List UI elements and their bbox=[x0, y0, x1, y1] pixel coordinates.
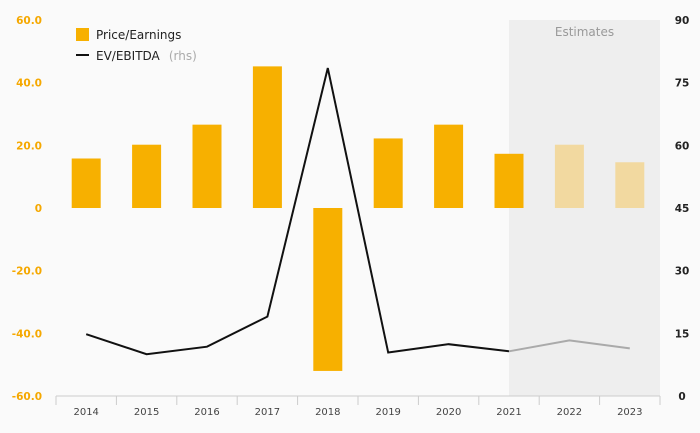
y-right-tick-label: 15 bbox=[675, 328, 690, 340]
bar-series bbox=[71, 66, 645, 371]
y-right-tick-label: 75 bbox=[675, 78, 690, 90]
y-right-tick-label: 60 bbox=[675, 140, 690, 152]
bar-2021 bbox=[494, 153, 524, 208]
y-right-tick-label: 90 bbox=[675, 15, 690, 27]
x-tick-label-2014: 2014 bbox=[73, 407, 98, 418]
y-left-tick-label: -40.0 bbox=[12, 328, 42, 340]
x-tick-label-2019: 2019 bbox=[375, 407, 400, 418]
x-tick-label-2018: 2018 bbox=[315, 407, 340, 418]
x-tick-label-2022: 2022 bbox=[557, 407, 582, 418]
y-left-tick-label: 0 bbox=[35, 203, 42, 215]
bar-2015 bbox=[132, 144, 162, 208]
x-tick-label-2016: 2016 bbox=[194, 407, 219, 418]
bar-2022 bbox=[554, 144, 584, 208]
y-left-tick-label: 20.0 bbox=[16, 140, 42, 152]
line-series bbox=[85, 67, 630, 356]
bar-2023 bbox=[615, 162, 645, 208]
bar-2017 bbox=[252, 66, 282, 208]
x-axis: 2014 2015 2016 2017 2018 2019 2020 2021 2022 2023 bbox=[55, 396, 661, 418]
y-axis-left: -60.0 -40.0 -20.0 0 20.0 40.0 60.0 bbox=[12, 15, 42, 403]
legend-label-ev-ebitda: EV/EBITDA (rhs) bbox=[96, 45, 197, 64]
bar-2014 bbox=[71, 158, 101, 208]
ev-ebitda-line-actual bbox=[85, 67, 510, 356]
legend-label-ev-ebitda-suffix: (rhs) bbox=[169, 49, 197, 63]
y-left-tick-label: -20.0 bbox=[12, 266, 42, 278]
legend-swatch-price-earnings bbox=[76, 28, 89, 41]
x-tick-label-2021: 2021 bbox=[496, 407, 521, 418]
legend-label-price-earnings: Price/Earnings bbox=[96, 28, 181, 42]
y-right-tick-label: 0 bbox=[678, 391, 685, 403]
x-tick-label-2020: 2020 bbox=[436, 407, 461, 418]
y-left-tick-label: 40.0 bbox=[16, 78, 42, 90]
legend: Price/Earnings EV/EBITDA (rhs) bbox=[76, 28, 197, 64]
x-tick-label-2015: 2015 bbox=[134, 407, 159, 418]
bar-2018 bbox=[313, 208, 343, 371]
legend-label-ev-ebitda-name: EV/EBITDA bbox=[96, 49, 161, 63]
y-left-tick-label: -60.0 bbox=[12, 391, 42, 403]
y-right-tick-label: 30 bbox=[675, 266, 690, 278]
estimates-label: Estimates bbox=[555, 25, 614, 39]
y-axis-right: 0 15 30 45 60 75 90 bbox=[675, 15, 690, 403]
bar-2016 bbox=[192, 124, 222, 208]
y-left-tick-label: 60.0 bbox=[16, 15, 42, 27]
ev-ebitda-line-estimate bbox=[508, 339, 630, 353]
bar-2020 bbox=[434, 124, 464, 208]
y-right-tick-label: 45 bbox=[675, 203, 690, 215]
bar-2019 bbox=[373, 138, 403, 208]
x-tick-label-2017: 2017 bbox=[255, 407, 280, 418]
x-tick-label-2023: 2023 bbox=[617, 407, 642, 418]
